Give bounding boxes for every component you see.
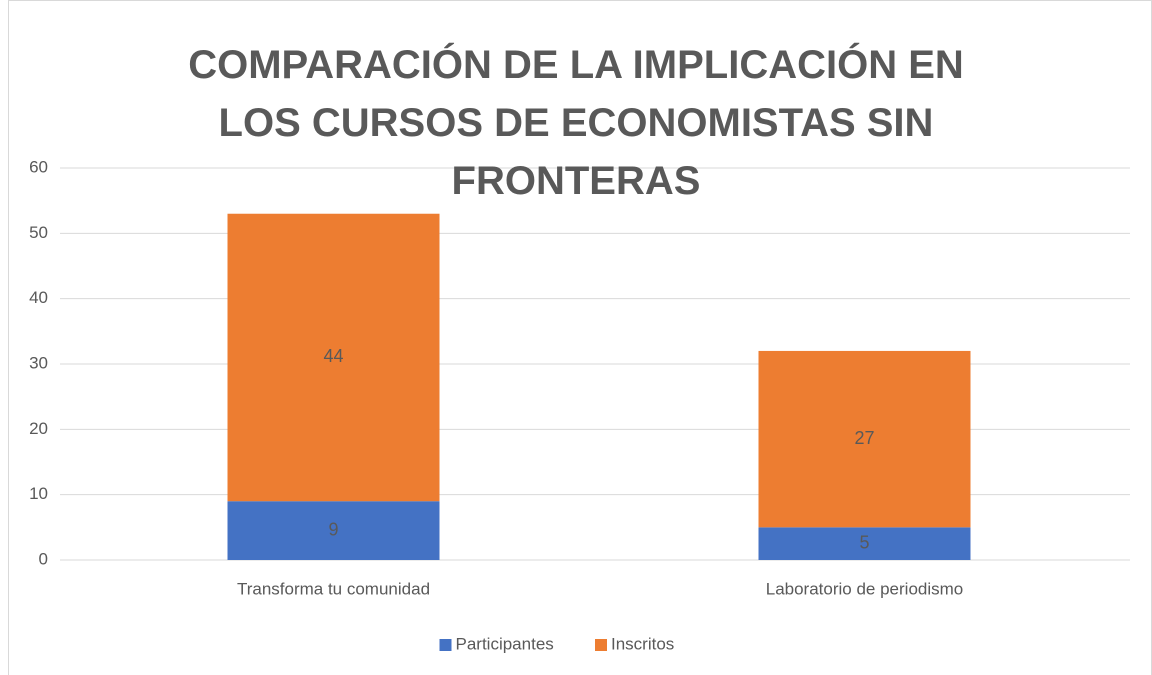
bar — [227, 501, 440, 560]
data-label: 27 — [854, 428, 874, 448]
chart-border — [8, 0, 1152, 675]
legend-swatch — [439, 639, 452, 651]
y-tick-label: 20 — [29, 419, 48, 438]
y-tick-label: 40 — [29, 288, 48, 307]
legend-swatch — [595, 639, 607, 651]
y-tick-label: 50 — [29, 223, 48, 242]
x-tick-label: Transforma tu comunidad — [237, 579, 430, 598]
legend-label: Inscritos — [611, 634, 674, 653]
y-tick-label: 10 — [29, 484, 48, 503]
data-label: 44 — [323, 346, 343, 366]
bar — [227, 213, 440, 502]
y-tick-label: 60 — [29, 157, 48, 176]
data-label: 5 — [859, 532, 869, 552]
bar — [758, 527, 971, 560]
y-tick-label: 0 — [39, 549, 48, 568]
x-tick-label: Laboratorio de periodismo — [766, 579, 964, 598]
data-label: 9 — [328, 519, 338, 539]
bar — [758, 350, 971, 528]
legend-label: Participantes — [456, 634, 554, 653]
chart-title: COMPARACIÓN DE LA IMPLICACIÓN EN LOS CUR… — [188, 43, 964, 203]
y-tick-label: 30 — [29, 353, 48, 372]
